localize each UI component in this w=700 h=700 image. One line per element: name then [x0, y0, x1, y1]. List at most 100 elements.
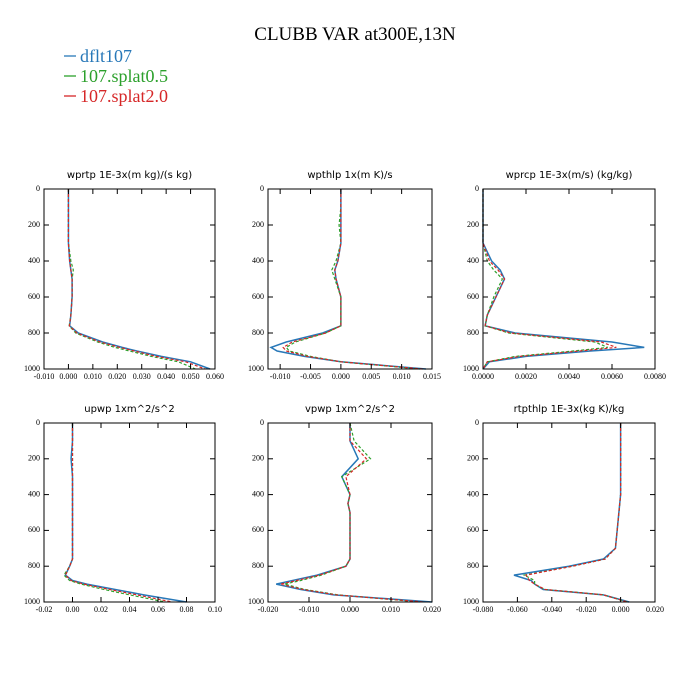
plot-frame	[43, 188, 216, 370]
y-tick-label: 800	[28, 561, 40, 570]
x-tick-label: 0.000	[341, 605, 359, 614]
x-tick-label: 0.010	[393, 372, 411, 381]
y-tick-label: 600	[467, 525, 479, 534]
x-tick-label: 0.0080	[644, 372, 666, 381]
x-tick-label: 0.0060	[601, 372, 623, 381]
plot-frame	[267, 188, 433, 370]
x-tick-label: 0.08	[180, 605, 194, 614]
y-tick-label: 600	[252, 525, 264, 534]
x-tick-label: 0.020	[423, 605, 441, 614]
y-tick-label: 400	[467, 256, 479, 265]
y-tick-label: 200	[467, 454, 479, 463]
x-tick-label: 0.04	[123, 605, 137, 614]
x-tick-label: -0.020	[258, 605, 279, 614]
y-tick-label: 600	[28, 292, 40, 301]
x-tick-label: 0.010	[84, 372, 102, 381]
x-tick-label: -0.010	[270, 372, 291, 381]
y-tick-label: 400	[252, 489, 264, 498]
data-line	[513, 423, 630, 603]
y-tick-label: 1000	[463, 364, 479, 373]
y-tick-label: 1000	[24, 364, 40, 373]
x-tick-label: 0.000	[612, 605, 630, 614]
x-tick-label: 0.0020	[515, 372, 537, 381]
data-line	[285, 189, 420, 370]
x-tick-label: 0.010	[382, 605, 400, 614]
y-tick-label: 200	[28, 220, 40, 229]
x-tick-label: 0.050	[182, 372, 200, 381]
y-tick-label: 200	[252, 220, 264, 229]
y-tick-label: 400	[28, 256, 40, 265]
x-tick-label: -0.060	[507, 605, 528, 614]
y-tick-label: 400	[252, 256, 264, 265]
y-tick-label: 400	[28, 489, 40, 498]
legend-label: 107.splat2.0	[80, 86, 168, 106]
x-tick-label: -0.02	[36, 605, 53, 614]
data-line	[482, 189, 645, 370]
data-line	[280, 423, 424, 603]
y-tick-label: 1000	[24, 597, 40, 606]
x-tick-label: -0.080	[473, 605, 494, 614]
x-tick-label: -0.020	[576, 605, 597, 614]
legend-label: dflt107	[80, 46, 132, 66]
y-tick-label: 0	[36, 418, 40, 427]
x-tick-label: -0.010	[34, 372, 55, 381]
x-tick-label: 0.030	[133, 372, 151, 381]
y-tick-label: 800	[467, 561, 479, 570]
x-tick-label: 0.020	[108, 372, 126, 381]
panel-title: vpwp 1xm^2/s^2	[305, 404, 395, 415]
x-tick-label: -0.040	[541, 605, 562, 614]
y-tick-label: 0	[36, 184, 40, 193]
data-line	[63, 423, 166, 603]
x-tick-label: 0.0040	[558, 372, 580, 381]
x-tick-label: 0.06	[151, 605, 165, 614]
x-tick-label: 0.005	[362, 372, 380, 381]
y-tick-label: 1000	[248, 597, 264, 606]
y-tick-label: 800	[252, 561, 264, 570]
x-tick-label: 0.000	[332, 372, 350, 381]
y-tick-label: 200	[28, 454, 40, 463]
panel-title: wpthlp 1x(m K)/s	[307, 170, 392, 181]
x-tick-label: 0.040	[157, 372, 175, 381]
data-line	[67, 189, 196, 370]
x-tick-label: 0.020	[646, 605, 664, 614]
x-tick-label: 0.10	[208, 605, 222, 614]
y-tick-label: 0	[260, 184, 264, 193]
y-tick-label: 200	[467, 220, 479, 229]
data-line	[284, 422, 420, 603]
y-tick-label: 800	[467, 328, 479, 337]
x-tick-label: 0.02	[94, 605, 108, 614]
chart-title: CLUBB VAR at300E,13N	[254, 24, 456, 45]
data-line	[522, 423, 628, 603]
plot-frame	[482, 188, 656, 370]
x-tick-label: -0.010	[299, 605, 320, 614]
plot-frame	[482, 422, 656, 603]
y-tick-label: 1000	[248, 364, 264, 373]
y-tick-label: 600	[467, 292, 479, 301]
panel-title: wprtp 1E-3x(m kg)/(s kg)	[67, 170, 192, 181]
panel-title: wprcp 1E-3x(m/s) (kg/kg)	[506, 170, 633, 181]
y-tick-label: 0	[260, 418, 264, 427]
x-tick-label: 0.0000	[472, 372, 494, 381]
data-line	[67, 189, 211, 370]
y-tick-label: 600	[28, 525, 40, 534]
x-tick-label: 0.00	[66, 605, 80, 614]
y-tick-label: 1000	[463, 597, 479, 606]
y-tick-label: 800	[28, 328, 40, 337]
x-tick-label: 0.060	[206, 372, 224, 381]
panel-title: rtpthlp 1E-3x(kg K)/kg	[514, 404, 625, 415]
data-line	[64, 423, 187, 603]
data-line	[276, 423, 433, 603]
data-line	[64, 423, 173, 603]
y-tick-label: 800	[252, 328, 264, 337]
y-tick-label: 600	[252, 292, 264, 301]
panel-title: upwp 1xm^2/s^2	[84, 404, 174, 415]
legend-label: 107.splat0.5	[80, 66, 168, 86]
x-tick-label: 0.000	[59, 372, 77, 381]
data-line	[525, 423, 628, 603]
y-tick-label: 0	[475, 418, 479, 427]
y-tick-label: 0	[475, 184, 479, 193]
x-tick-label: 0.015	[423, 372, 441, 381]
y-tick-label: 200	[252, 454, 264, 463]
data-line	[282, 189, 423, 370]
